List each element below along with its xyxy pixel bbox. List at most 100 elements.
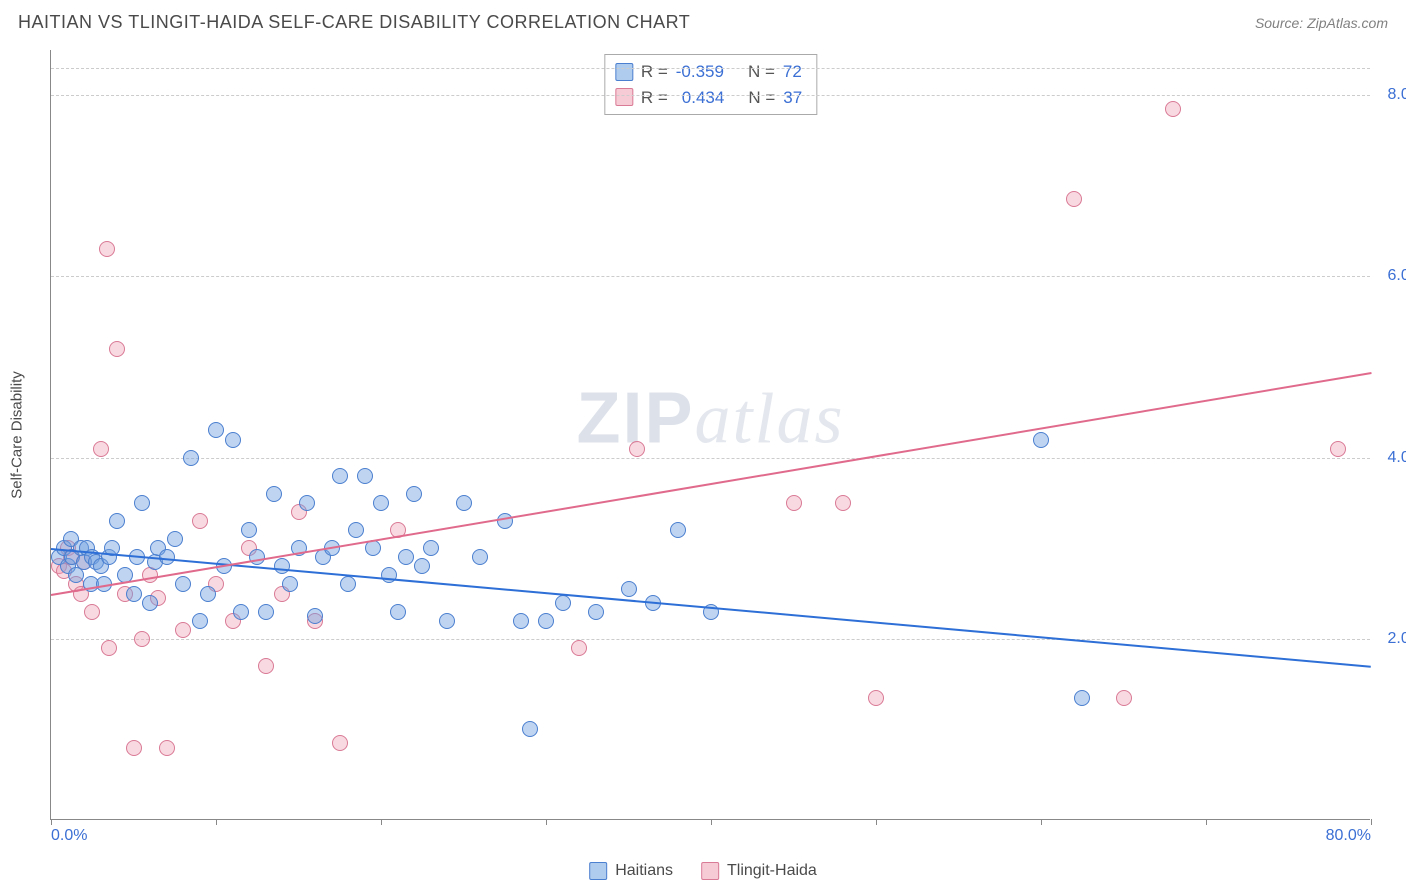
source-label: Source: xyxy=(1255,15,1307,31)
data-point xyxy=(84,604,100,620)
data-point xyxy=(588,604,604,620)
data-point xyxy=(571,640,587,656)
data-point xyxy=(472,549,488,565)
data-point xyxy=(258,658,274,674)
r-value: 0.434 xyxy=(676,85,725,111)
x-tick xyxy=(1206,819,1207,825)
data-point xyxy=(109,513,125,529)
data-point xyxy=(357,468,373,484)
watermark: ZIPatlas xyxy=(576,378,844,461)
x-tick-label: 80.0% xyxy=(1326,827,1371,845)
data-point xyxy=(134,631,150,647)
grid-line xyxy=(51,276,1370,277)
data-point xyxy=(192,613,208,629)
data-point xyxy=(159,740,175,756)
x-tick xyxy=(51,819,52,825)
y-tick-label: 4.0% xyxy=(1388,449,1406,467)
data-point xyxy=(340,576,356,592)
data-point xyxy=(175,576,191,592)
r-value: -0.359 xyxy=(676,59,724,85)
stats-row: R = -0.359 N = 72 xyxy=(615,59,802,85)
n-label: N = xyxy=(748,85,775,111)
grid-line xyxy=(51,68,1370,69)
swatch-icon xyxy=(589,862,607,880)
data-point xyxy=(282,576,298,592)
data-point xyxy=(1330,441,1346,457)
n-label: N = xyxy=(748,59,775,85)
x-tick xyxy=(216,819,217,825)
n-value: 37 xyxy=(783,85,802,111)
data-point xyxy=(332,735,348,751)
data-point xyxy=(1074,690,1090,706)
data-point xyxy=(134,495,150,511)
grid-line xyxy=(51,95,1370,96)
data-point xyxy=(621,581,637,597)
data-point xyxy=(241,522,257,538)
data-point xyxy=(175,622,191,638)
data-point xyxy=(497,513,513,529)
data-point xyxy=(439,613,455,629)
data-point xyxy=(835,495,851,511)
stats-row: R = 0.434 N = 37 xyxy=(615,85,802,111)
swatch-icon xyxy=(615,88,633,106)
data-point xyxy=(406,486,422,502)
watermark-part2: atlas xyxy=(694,379,844,459)
data-point xyxy=(1116,690,1132,706)
data-point xyxy=(99,241,115,257)
data-point xyxy=(225,432,241,448)
data-point xyxy=(414,558,430,574)
swatch-icon xyxy=(701,862,719,880)
data-point xyxy=(274,558,290,574)
stats-legend-box: R = -0.359 N = 72 R = 0.434 N = 37 xyxy=(604,54,817,115)
chart-title: HAITIAN VS TLINGIT-HAIDA SELF-CARE DISAB… xyxy=(18,12,690,33)
data-point xyxy=(786,495,802,511)
legend-item: Haitians xyxy=(589,862,673,880)
x-tick-label: 0.0% xyxy=(51,827,87,845)
grid-line xyxy=(51,458,1370,459)
x-tick xyxy=(876,819,877,825)
y-tick-label: 6.0% xyxy=(1388,267,1406,285)
chart-source: Source: ZipAtlas.com xyxy=(1255,15,1388,31)
data-point xyxy=(307,608,323,624)
data-point xyxy=(101,640,117,656)
data-point xyxy=(142,595,158,611)
data-point xyxy=(513,613,529,629)
chart-plot-area: Self-Care Disability ZIPatlas R = -0.359… xyxy=(50,50,1370,820)
legend-label: Tlingit-Haida xyxy=(727,862,817,880)
data-point xyxy=(538,613,554,629)
data-point xyxy=(68,567,84,583)
data-point xyxy=(1165,101,1181,117)
data-point xyxy=(183,450,199,466)
bottom-legend: Haitians Tlingit-Haida xyxy=(589,862,817,880)
data-point xyxy=(373,495,389,511)
data-point xyxy=(868,690,884,706)
y-axis-label: Self-Care Disability xyxy=(9,371,26,499)
x-tick xyxy=(711,819,712,825)
data-point xyxy=(555,595,571,611)
r-label: R = xyxy=(641,59,668,85)
data-point xyxy=(266,486,282,502)
data-point xyxy=(629,441,645,457)
data-point xyxy=(258,604,274,620)
n-value: 72 xyxy=(783,59,802,85)
x-tick xyxy=(546,819,547,825)
legend-item: Tlingit-Haida xyxy=(701,862,817,880)
data-point xyxy=(348,522,364,538)
data-point xyxy=(332,468,348,484)
r-label: R = xyxy=(641,85,668,111)
chart-header: HAITIAN VS TLINGIT-HAIDA SELF-CARE DISAB… xyxy=(0,0,1406,41)
x-tick xyxy=(381,819,382,825)
y-tick-label: 8.0% xyxy=(1388,86,1406,104)
data-point xyxy=(456,495,472,511)
data-point xyxy=(126,586,142,602)
data-point xyxy=(1066,191,1082,207)
x-tick xyxy=(1371,819,1372,825)
data-point xyxy=(381,567,397,583)
trend-line xyxy=(51,372,1371,596)
data-point xyxy=(390,604,406,620)
data-point xyxy=(167,531,183,547)
source-value: ZipAtlas.com xyxy=(1307,15,1388,31)
data-point xyxy=(200,586,216,602)
data-point xyxy=(1033,432,1049,448)
x-tick xyxy=(1041,819,1042,825)
